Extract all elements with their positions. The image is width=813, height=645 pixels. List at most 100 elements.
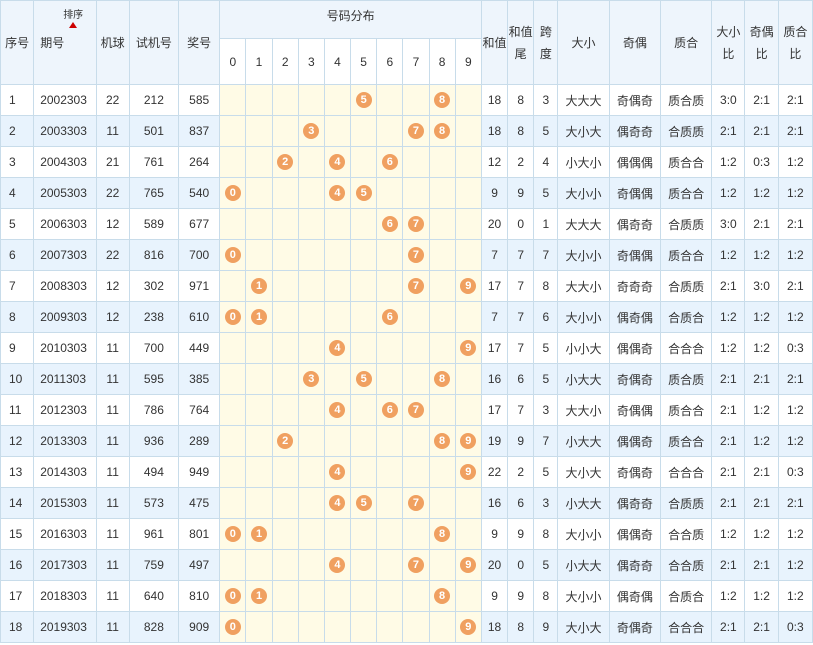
cell-pc-ratio: 1:2 <box>777 518 813 550</box>
cell-seq: 2 <box>0 115 35 147</box>
digit-ball: 8 <box>434 92 451 108</box>
cell-seq: 10 <box>0 363 35 395</box>
cell-digit-2 <box>271 270 299 302</box>
cell-bs-ratio: 1:2 <box>711 239 746 271</box>
cell-digit-5: 5 <box>350 363 378 395</box>
digit-ball: 5 <box>355 185 372 201</box>
cell-prize-number: 971 <box>178 270 221 302</box>
digit-ball: 2 <box>277 154 294 170</box>
cell-bs-ratio: 2:1 <box>711 394 746 426</box>
cell-prime-composite: 合质质 <box>659 270 713 302</box>
cell-machine: 22 <box>95 239 130 271</box>
cell-seq: 17 <box>0 580 35 612</box>
cell-sum-tail: 9 <box>507 580 535 612</box>
cell-prize-number: 909 <box>178 611 221 643</box>
cell-digit-9 <box>454 146 482 178</box>
digit-ball: 0 <box>224 185 241 201</box>
cell-digit-3 <box>297 332 325 364</box>
cell-digit-9 <box>454 518 482 550</box>
header-big-small: 大小 <box>557 0 610 85</box>
cell-digit-3 <box>297 518 325 550</box>
sort-toggle[interactable]: 排序 <box>63 10 83 28</box>
cell-digit-8 <box>428 208 456 240</box>
digit-ball: 2 <box>277 433 294 449</box>
cell-sum-tail: 0 <box>507 549 535 581</box>
header-digit-4: 4 <box>323 38 352 85</box>
cell-digit-9 <box>454 580 482 612</box>
cell-span: 5 <box>533 549 559 581</box>
cell-test-number: 961 <box>128 518 180 550</box>
cell-digit-0 <box>219 84 247 116</box>
header-seq: 序号 <box>0 0 35 85</box>
cell-digit-0: 0 <box>219 301 247 333</box>
cell-digit-2 <box>271 456 299 488</box>
header-digit-7: 7 <box>402 38 430 85</box>
cell-digit-6: 6 <box>376 301 404 333</box>
cell-machine: 11 <box>95 456 130 488</box>
digit-ball: 9 <box>460 340 477 356</box>
cell-digit-4 <box>323 611 352 643</box>
cell-digit-1 <box>245 146 273 178</box>
cell-digit-4: 4 <box>323 146 352 178</box>
cell-digit-6 <box>376 84 404 116</box>
cell-test-number: 589 <box>128 208 180 240</box>
cell-digit-0 <box>219 394 247 426</box>
cell-big-small: 大大大 <box>557 208 610 240</box>
cell-span: 6 <box>533 301 559 333</box>
cell-oe-ratio: 2:1 <box>744 115 779 147</box>
cell-digit-4 <box>323 580 352 612</box>
cell-digit-3 <box>297 239 325 271</box>
cell-period: 2003303 <box>33 115 97 147</box>
digit-ball: 4 <box>329 154 346 170</box>
cell-bs-ratio: 3:0 <box>711 84 746 116</box>
cell-prime-composite: 合质合 <box>659 301 713 333</box>
cell-sum: 9 <box>480 518 509 550</box>
cell-prime-composite: 合合合 <box>659 332 713 364</box>
header-test: 试机号 <box>128 0 180 85</box>
cell-sum-tail: 2 <box>507 456 535 488</box>
cell-sum: 7 <box>480 239 509 271</box>
cell-machine: 22 <box>95 84 130 116</box>
header-digit-2: 2 <box>271 38 299 85</box>
cell-seq: 11 <box>0 394 35 426</box>
cell-pc-ratio: 1:2 <box>777 549 813 581</box>
cell-digit-8: 8 <box>428 115 456 147</box>
cell-prize-number: 289 <box>178 425 221 457</box>
cell-digit-3 <box>297 146 325 178</box>
cell-digit-9 <box>454 208 482 240</box>
digit-ball: 0 <box>224 526 241 542</box>
cell-bs-ratio: 2:1 <box>711 456 746 488</box>
cell-digit-5 <box>350 518 378 550</box>
cell-digit-9: 9 <box>454 425 482 457</box>
cell-digit-4 <box>323 115 352 147</box>
digit-ball: 4 <box>329 464 346 480</box>
cell-span: 4 <box>533 146 559 178</box>
digit-ball: 7 <box>407 402 424 418</box>
cell-sum-tail: 8 <box>507 84 535 116</box>
cell-digit-3 <box>297 611 325 643</box>
cell-digit-8 <box>428 177 456 209</box>
cell-oe-ratio: 1:2 <box>744 332 779 364</box>
header-machine: 机球 <box>95 0 130 85</box>
digit-ball: 7 <box>407 278 424 294</box>
digit-ball: 6 <box>381 216 398 232</box>
cell-test-number: 595 <box>128 363 180 395</box>
cell-digit-2 <box>271 239 299 271</box>
cell-digit-2 <box>271 363 299 395</box>
cell-machine: 12 <box>95 301 130 333</box>
cell-sum-tail: 7 <box>507 270 535 302</box>
cell-sum: 19 <box>480 425 509 457</box>
cell-digit-3: 3 <box>297 363 325 395</box>
cell-sum: 17 <box>480 394 509 426</box>
cell-odd-even: 偶奇偶 <box>608 301 662 333</box>
cell-prime-composite: 质合合 <box>659 239 713 271</box>
cell-digit-1 <box>245 394 273 426</box>
table-row: 9 2010303 11 700 449 4 9 17 7 5 小小大 偶偶奇 合合合 1:2 1:2 0:3 <box>0 332 813 364</box>
cell-bs-ratio: 1:2 <box>711 177 746 209</box>
cell-seq: 12 <box>0 425 35 457</box>
cell-digit-4 <box>323 301 352 333</box>
cell-bs-ratio: 2:1 <box>711 611 746 643</box>
cell-pc-ratio: 2:1 <box>777 208 813 240</box>
cell-digit-3 <box>297 487 325 519</box>
cell-digit-4 <box>323 208 352 240</box>
